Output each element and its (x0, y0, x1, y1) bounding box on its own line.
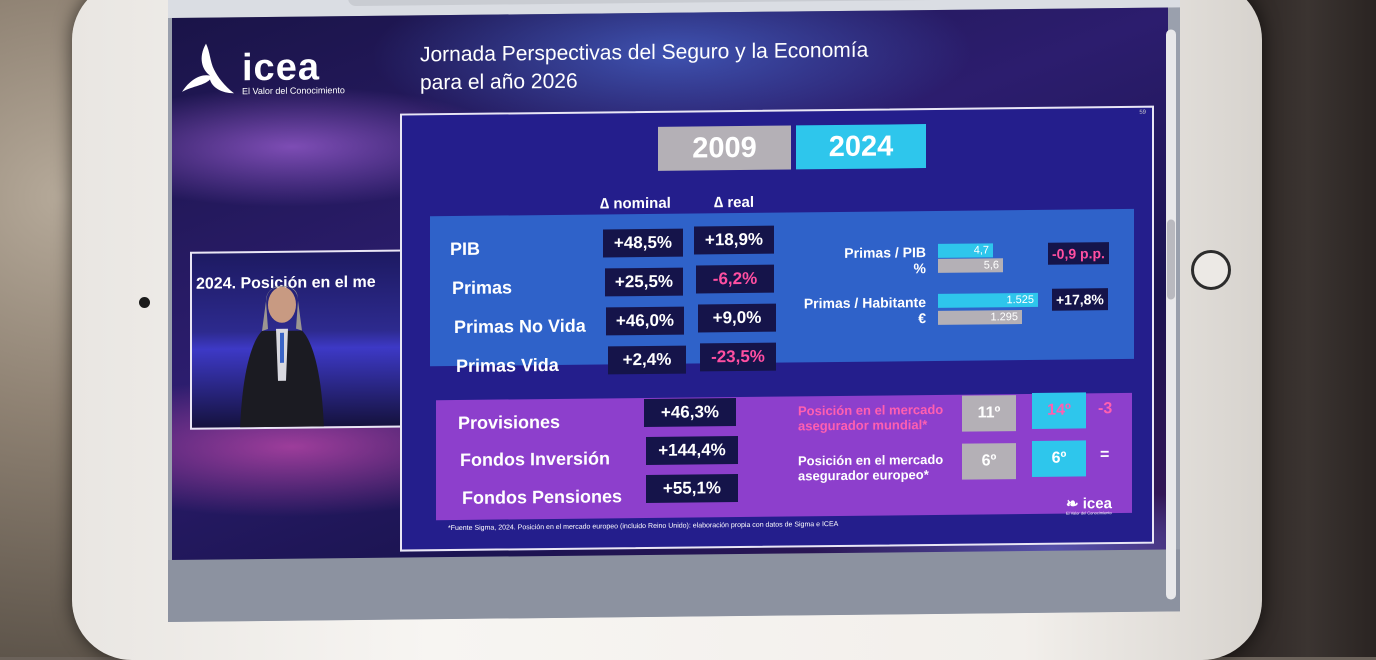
year-2009-header: 2009 (658, 125, 791, 171)
scrollbar-track[interactable] (1166, 29, 1176, 600)
primas-real: -6,2% (696, 264, 774, 294)
speaker-video: 2024. Posición en el me (190, 249, 406, 430)
provisiones-value: +46,3% (644, 398, 736, 428)
ratio-label-primas-pib-unit: % (913, 260, 926, 277)
row-label-pib: PIB (450, 238, 481, 260)
primas-vida-nominal: +2,4% (608, 345, 686, 375)
primas-habitante-2024-bar: 1.525 (938, 292, 1038, 308)
title-line-2: para el año 2026 (420, 69, 578, 95)
home-button[interactable] (1191, 250, 1231, 290)
ratio-label-primas-habitante: Primas / Habitante € (782, 294, 926, 328)
tablet-screen: icea El Valor del Conocimiento Jornada P… (168, 0, 1180, 622)
scrollbar-thumb[interactable] (1167, 219, 1175, 300)
real-column-header: ∆ real (714, 193, 755, 212)
primas-pib-2009-bar: 5,6 (938, 258, 1003, 273)
title-line-1: Jornada Perspectivas del Seguro y la Eco… (420, 38, 869, 67)
position-label-world: Posición en el mercado asegurador mundia… (798, 402, 943, 434)
world-position-2024: 14º (1032, 392, 1086, 429)
icea-logo-icon (182, 43, 234, 94)
browser-bottom-area (168, 549, 1180, 622)
slide-panel: 59 2009 2024 ∆ nominal ∆ real PIB +48,5%… (400, 105, 1154, 552)
fondos-inversion-value: +144,4% (646, 436, 738, 465)
row-label-fondos-pensiones: Fondos Pensiones (462, 486, 623, 508)
world-position-diff: -3 (1098, 400, 1113, 418)
slide-footnote: *Fuente Sigma, 2024. Posición en el merc… (448, 520, 839, 533)
address-bar[interactable] (348, 0, 1008, 7)
ratio-label-primas-pib: Primas / PIB % (806, 244, 926, 277)
row-label-primas-no-vida: Primas No Vida (454, 315, 586, 338)
position-label-world-line1: Posición en el mercado (798, 401, 944, 419)
position-label-europe-line1: Posición en el mercado (798, 451, 944, 469)
primas-no-vida-nominal: +46,0% (606, 306, 684, 336)
europe-position-2024: 6º (1032, 440, 1086, 477)
europe-position-diff: = (1100, 446, 1110, 464)
row-label-primas-vida: Primas Vida (456, 354, 559, 376)
logo-tagline: El Valor del Conocimiento (242, 85, 345, 97)
tablet-camera (139, 297, 150, 308)
mini-logo-tagline: El Valor del Conocimiento (1066, 510, 1112, 516)
primas-no-vida-real: +9,0% (698, 303, 776, 333)
row-label-fondos-inversion: Fondos Inversión (460, 448, 611, 470)
primas-habitante-2009-bar: 1.295 (938, 310, 1022, 325)
icea-logo: icea El Valor del Conocimiento (176, 36, 366, 98)
year-2024-header: 2024 (796, 124, 926, 170)
row-label-primas: Primas (452, 277, 513, 299)
primas-pib-delta: -0,9 p.p. (1048, 242, 1109, 265)
slide-page-number: 59 (1139, 109, 1146, 116)
row-label-provisiones: Provisiones (458, 411, 561, 433)
primas-habitante-delta: +17,8% (1052, 288, 1108, 311)
position-label-europe-line2: asegurador europeo* (798, 467, 929, 484)
pib-nominal: +48,5% (603, 228, 683, 258)
primas-vida-real: -23,5% (700, 342, 776, 372)
fondos-pensiones-value: +55,1% (646, 474, 738, 503)
primas-pib-2024-bar: 4,7 (938, 243, 993, 258)
europe-position-2009: 6º (962, 443, 1016, 480)
ratio-label-primas-pib-line1: Primas / PIB (844, 244, 926, 261)
ratio-label-primas-habitante-line1: Primas / Habitante (803, 294, 926, 312)
ratio-label-primas-habitante-unit: € (918, 310, 926, 327)
world-position-2009: 11º (962, 395, 1016, 432)
presentation-title: Jornada Perspectivas del Seguro y la Eco… (420, 37, 868, 98)
growth-block (430, 208, 1134, 367)
pib-real: +18,9% (694, 225, 774, 255)
logo-wordmark: icea (242, 46, 320, 90)
video-frame[interactable]: icea El Valor del Conocimiento Jornada P… (172, 7, 1168, 578)
primas-nominal: +25,5% (605, 267, 683, 297)
nominal-column-header: ∆ nominal (600, 194, 671, 213)
position-label-world-line2: asegurador mundial* (798, 417, 928, 434)
position-label-europe: Posición en el mercado asegurador europe… (798, 452, 943, 484)
slide-mini-logo: ❧ icea El Valor del Conocimiento (1066, 494, 1112, 515)
speaker-figure (240, 285, 324, 430)
